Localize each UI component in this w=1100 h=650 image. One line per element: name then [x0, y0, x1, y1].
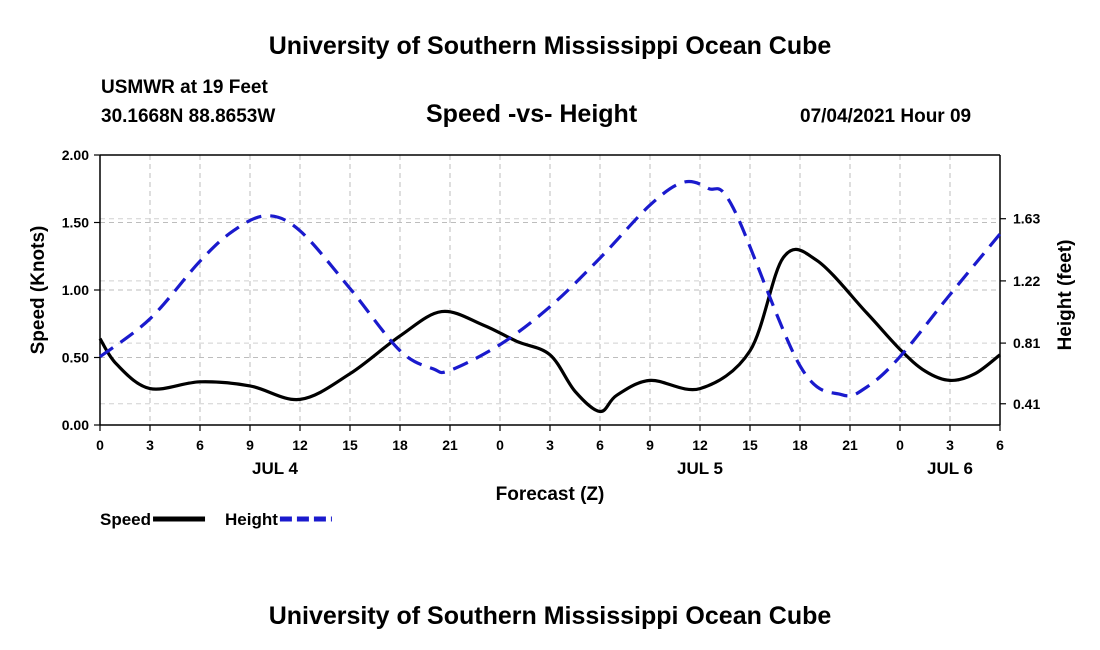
x-tick-label: 6 — [196, 437, 204, 453]
x-tick-label: 15 — [742, 437, 758, 453]
station-label: USMWR at 19 Feet — [101, 77, 268, 98]
series-line-height — [99, 179, 1002, 398]
day-label: JUL 4 — [252, 459, 299, 478]
top-title: University of Southern Mississippi Ocean… — [268, 32, 832, 60]
y2-tick-label: 1.22 — [1013, 273, 1040, 289]
y-tick-label: 0.00 — [62, 417, 89, 433]
x-tick-label: 9 — [246, 437, 254, 453]
y-tick-label: 1.00 — [62, 282, 89, 298]
x-tick-label: 15 — [342, 437, 358, 453]
bottom-title: University of Southern Mississippi Ocean… — [268, 602, 832, 630]
x-tick-label: 9 — [646, 437, 654, 453]
x-tick-label: 0 — [496, 437, 504, 453]
day-label: JUL 5 — [677, 459, 723, 478]
day-label: JUL 6 — [927, 459, 973, 478]
x-tick-label: 3 — [946, 437, 954, 453]
x-tick-label: 18 — [392, 437, 408, 453]
y2-tick-label: 0.81 — [1013, 335, 1040, 351]
x-tick-label: 0 — [896, 437, 904, 453]
y-tick-label: 2.00 — [62, 147, 89, 163]
x-tick-label: 12 — [692, 437, 708, 453]
x-tick-label: 18 — [792, 437, 808, 453]
y-tick-label: 1.50 — [62, 215, 89, 231]
legend-label-height: Height — [225, 510, 278, 529]
chart-title: Speed -vs- Height — [426, 100, 638, 128]
series-line-speed — [98, 247, 1001, 414]
x-tick-label: 21 — [442, 437, 458, 453]
x-tick-label: 3 — [546, 437, 554, 453]
legend-label-speed: Speed — [100, 510, 151, 529]
y2-tick-label: 0.41 — [1013, 396, 1040, 412]
x-tick-label: 21 — [842, 437, 858, 453]
forecast-date: 07/04/2021 Hour 09 — [800, 106, 972, 127]
y-axis-title: Speed (Knots) — [28, 226, 49, 355]
x-axis-title: Forecast (Z) — [496, 484, 605, 505]
y2-tick-label: 1.63 — [1013, 211, 1040, 227]
x-tick-label: 0 — [96, 437, 104, 453]
y2-axis-title: Height (feet) — [1055, 240, 1076, 351]
x-tick-label: 6 — [996, 437, 1004, 453]
x-tick-label: 3 — [146, 437, 154, 453]
station-coords: 30.1668N 88.8653W — [101, 106, 276, 127]
y-tick-label: 0.50 — [62, 350, 89, 366]
x-tick-label: 6 — [596, 437, 604, 453]
x-tick-label: 12 — [292, 437, 308, 453]
